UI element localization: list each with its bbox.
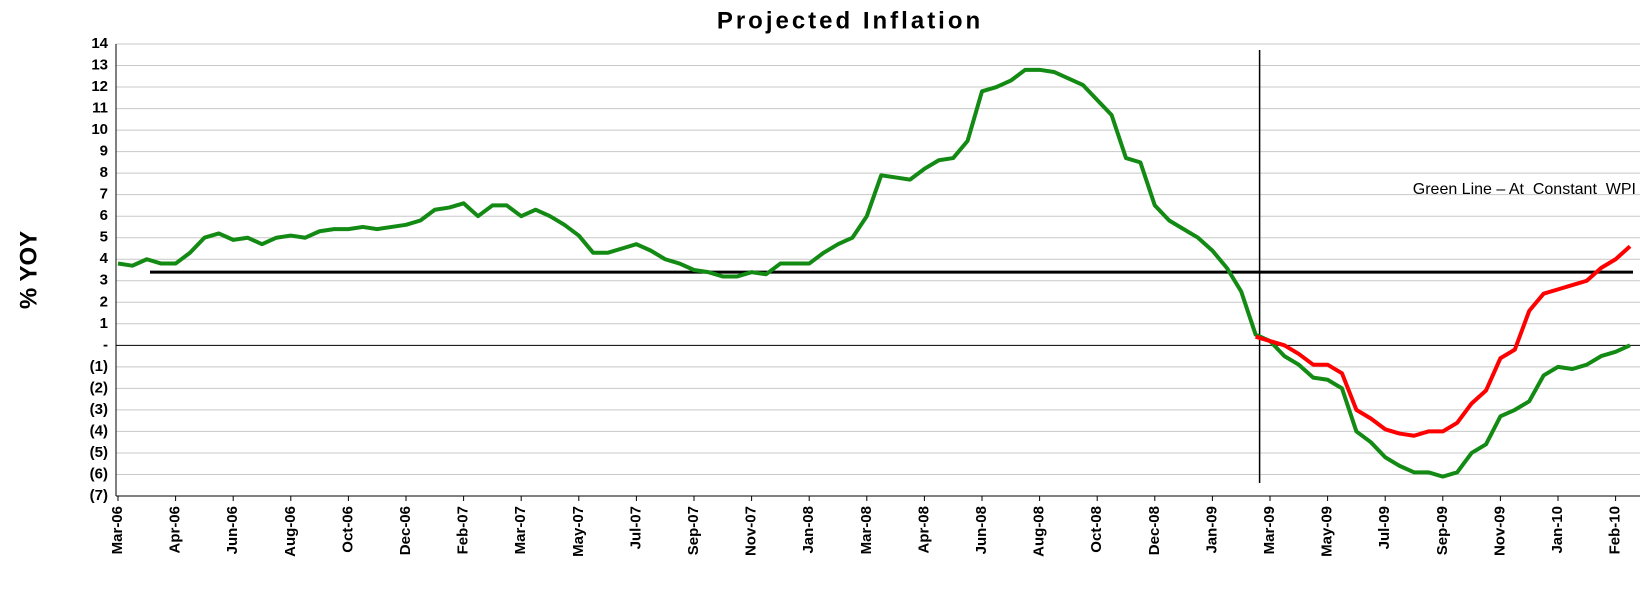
- x-tick-label: Dec-08: [1146, 506, 1163, 555]
- x-tick-label: Mar-09: [1261, 506, 1278, 554]
- x-tick-label: Jun-08: [973, 506, 990, 554]
- chart-title: Projected Inflation: [717, 7, 983, 34]
- x-tick-label: Jan-09: [1203, 506, 1220, 554]
- y-tick-label: 7: [100, 186, 108, 203]
- x-tick-label: Apr-06: [167, 506, 184, 554]
- x-tick-label: Oct-08: [1088, 506, 1105, 553]
- y-tick-label: 14: [91, 35, 108, 52]
- y-tick-label: 9: [100, 143, 108, 160]
- series-line: [1255, 244, 1632, 438]
- y-tick-label: (1): [90, 358, 108, 375]
- x-tick-label: Aug-06: [282, 506, 299, 557]
- x-tick-label: Mar-07: [512, 506, 529, 554]
- x-tick-label: Mar-08: [858, 506, 875, 554]
- y-tick-label: (5): [90, 444, 108, 461]
- y-axis-label: % YOY: [15, 231, 42, 309]
- x-tick-label: Sep-07: [685, 506, 702, 555]
- x-tick-label: Nov-09: [1491, 506, 1508, 556]
- y-tick-label: 3: [100, 272, 108, 289]
- y-tick-label: 10: [91, 121, 108, 138]
- x-tick-label: Aug-08: [1031, 506, 1048, 557]
- y-tick-label: 13: [91, 56, 108, 73]
- x-tick-label: Jan-10: [1549, 506, 1566, 554]
- y-tick-label: (3): [90, 401, 108, 418]
- y-tick-label: 12: [91, 78, 108, 95]
- y-tick-label: 8: [100, 164, 108, 181]
- y-tick-label: -: [103, 336, 108, 353]
- y-tick-label: (7): [90, 487, 108, 504]
- x-tick-label: Jul-07: [627, 506, 644, 549]
- x-tick-label: Dec-06: [397, 506, 414, 555]
- y-tick-label: 11: [92, 100, 108, 117]
- x-tick-label: Mar-06: [109, 506, 126, 554]
- x-tick-label: Nov-07: [743, 506, 760, 556]
- y-tick-label: (2): [90, 379, 108, 396]
- y-tick-label: 5: [100, 229, 108, 246]
- x-tick-label: Jun-06: [224, 506, 241, 554]
- x-tick-label: Apr-08: [915, 506, 932, 554]
- x-tick-label: Sep-09: [1434, 506, 1451, 555]
- x-tick-label: Oct-06: [339, 506, 356, 553]
- y-tick-label: (4): [90, 422, 108, 439]
- series-line: [117, 67, 1631, 479]
- annotation: Green Line – At Constant WPI: [1413, 181, 1636, 198]
- x-tick-label: Feb-07: [455, 506, 472, 554]
- y-tick-label: 1: [100, 315, 108, 332]
- x-tick-label: May-07: [570, 506, 587, 557]
- y-tick-label: 2: [100, 293, 108, 310]
- x-tick-label: May-09: [1319, 506, 1336, 557]
- y-tick-label: 4: [100, 250, 109, 267]
- y-tick-label: 6: [100, 207, 108, 224]
- y-tick-label: (6): [90, 465, 108, 482]
- x-tick-label: Jul-09: [1376, 506, 1393, 549]
- x-tick-label: Feb-10: [1607, 506, 1624, 554]
- x-tick-label: Jan-08: [800, 506, 817, 554]
